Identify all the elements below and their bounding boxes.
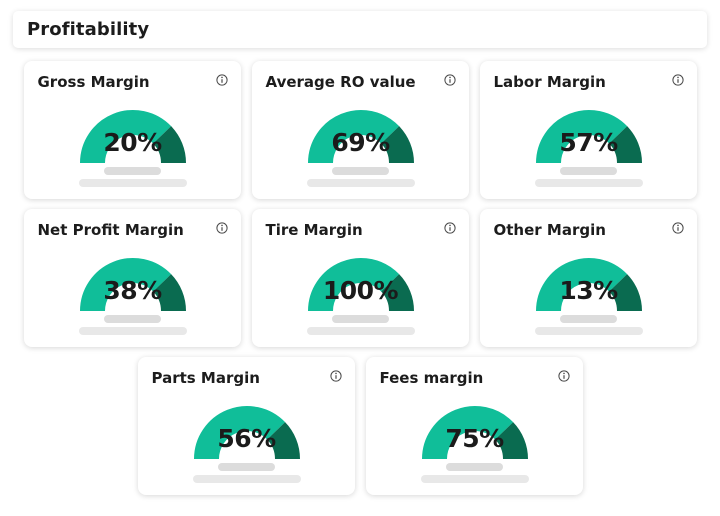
gauge-arc-secondary (380, 126, 414, 164)
gauge-arc-primary (307, 110, 399, 164)
gauge-arc (79, 110, 186, 164)
gauge-value: 20% (103, 128, 162, 157)
card-header: Net Profit Margin (38, 221, 228, 241)
card-row: Net Profit Margin 38% Tire Margin (0, 209, 720, 347)
card-header: Parts Margin (152, 369, 342, 389)
metric-title: Average RO value (265, 73, 416, 91)
skeleton-bar-short (218, 463, 275, 471)
card-header: Gross Margin (38, 73, 228, 93)
metric-card: Tire Margin 100% (251, 209, 469, 347)
gauge-chart: 69% (306, 108, 416, 164)
gauge-chart: 75% (420, 404, 530, 460)
gauge-chart: 57% (534, 108, 644, 164)
gauge-arc-secondary (380, 274, 414, 312)
card-header: Average RO value (266, 73, 456, 93)
gauge-value: 57% (559, 128, 618, 157)
info-icon[interactable] (671, 74, 684, 86)
gauge-value: 75% (445, 424, 504, 453)
gauge-arc-primary (193, 406, 285, 460)
gauge-arc-primary (421, 406, 513, 460)
gauge-chart: 38% (78, 256, 188, 312)
gauge-arc-primary (79, 258, 171, 312)
skeleton-bar-long (420, 475, 529, 483)
gauge-value: 69% (331, 128, 390, 157)
gauge-chart: 56% (192, 404, 302, 460)
gauge-arc (307, 258, 414, 312)
gauge-chart: 13% (534, 256, 644, 312)
gauge-arc-primary (535, 258, 627, 312)
card-header: Other Margin (494, 221, 684, 241)
skeleton-bar-long (78, 179, 187, 187)
skeleton-bar-short (104, 315, 161, 323)
info-icon[interactable] (671, 222, 684, 234)
metric-card: Other Margin 13% (479, 209, 697, 347)
metric-card: Labor Margin 57% (479, 61, 697, 199)
skeleton-bar-long (192, 475, 301, 483)
card-header: Labor Margin (494, 73, 684, 93)
gauge-arc (79, 258, 186, 312)
skeleton-bar-long (306, 327, 415, 335)
skeleton-bar-short (332, 167, 389, 175)
metric-title: Gross Margin (37, 73, 150, 91)
skeleton-bar-short (446, 463, 503, 471)
metric-card: Gross Margin 20% (23, 61, 241, 199)
gauge-value: 100% (322, 276, 399, 305)
gauge-chart: 20% (78, 108, 188, 164)
metric-card: Net Profit Margin 38% (23, 209, 241, 347)
metric-title: Tire Margin (265, 221, 363, 239)
card-header: Tire Margin (266, 221, 456, 241)
gauge-arc (193, 406, 300, 460)
card-row: Gross Margin 20% Average RO value (0, 61, 720, 199)
gauge-arc-secondary (152, 274, 186, 312)
gauge-value: 38% (103, 276, 162, 305)
page-title: Profitability (27, 19, 150, 40)
gauge-arc (535, 110, 642, 164)
gauge-arc-secondary (608, 274, 642, 312)
gauge-arc (307, 110, 414, 164)
gauge-arc-secondary (266, 422, 300, 460)
gauge-arc-primary (79, 110, 171, 164)
gauge-arc-secondary (608, 126, 642, 164)
section-header: Profitability (13, 11, 707, 48)
info-icon[interactable] (443, 74, 456, 86)
gauge-arc-secondary (152, 126, 186, 164)
info-icon[interactable] (215, 74, 228, 86)
metric-card: Parts Margin 56% (137, 357, 355, 495)
gauge-arc (535, 258, 642, 312)
skeleton-bar-short (560, 167, 617, 175)
skeleton-bar-long (78, 327, 187, 335)
gauge-arc-primary (535, 110, 627, 164)
info-icon[interactable] (443, 222, 456, 234)
skeleton-bar-short (104, 167, 161, 175)
info-icon[interactable] (329, 370, 342, 382)
skeleton-bar-long (534, 179, 643, 187)
gauge-arc-secondary (494, 422, 528, 460)
gauge-arc-primary (307, 258, 399, 312)
info-icon[interactable] (215, 222, 228, 234)
metric-title: Labor Margin (493, 73, 606, 91)
gauge-chart: 100% (306, 256, 416, 312)
metric-card: Fees margin 75% (365, 357, 583, 495)
skeleton-bar-long (306, 179, 415, 187)
metric-title: Other Margin (493, 221, 606, 239)
skeleton-bar-short (560, 315, 617, 323)
metric-title: Parts Margin (151, 369, 260, 387)
card-row: Parts Margin 56% Fees margin (0, 357, 720, 495)
gauge-value: 13% (559, 276, 618, 305)
metric-title: Net Profit Margin (37, 221, 184, 239)
cards-grid: Gross Margin 20% Average RO value (0, 61, 720, 495)
card-header: Fees margin (380, 369, 570, 389)
gauge-arc (421, 406, 528, 460)
metric-title: Fees margin (379, 369, 484, 387)
metric-card: Average RO value 69% (251, 61, 469, 199)
gauge-value: 56% (217, 424, 276, 453)
skeleton-bar-short (332, 315, 389, 323)
skeleton-bar-long (534, 327, 643, 335)
info-icon[interactable] (557, 370, 570, 382)
